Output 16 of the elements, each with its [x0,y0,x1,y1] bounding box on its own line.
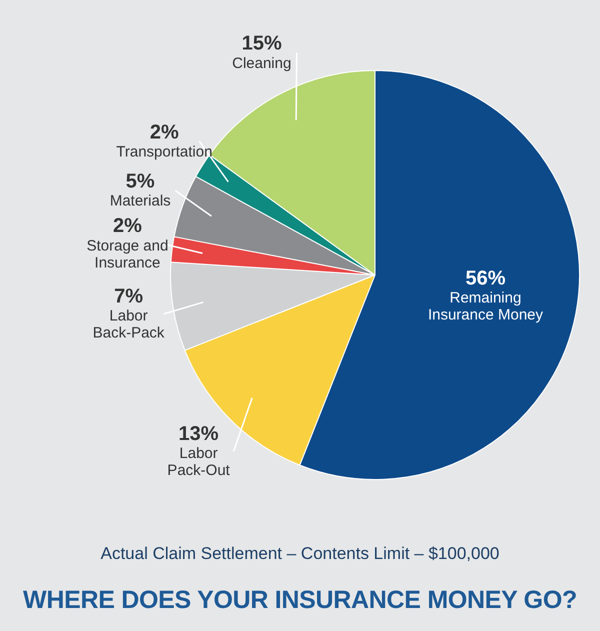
data-label: 7% [114,286,144,308]
text: Actual Claim Settlement – Contents Limit – $100,000 [100,544,500,564]
slice-label: Labor Pack-Out [167,445,231,480]
data-label: 56% [465,268,506,290]
slice-label: Cleaning [232,54,292,72]
data-label: 13% [178,422,219,445]
slice-label: Labor Back-Pack [92,308,165,342]
slice-label: Materials [110,192,171,210]
slice-label: Transportation [116,143,212,160]
data-label: 15% [242,32,282,55]
slice-label: Storage and Insurance [86,237,168,272]
data-label: 5% [126,170,155,192]
slice-label: Remaining Insurance Money [428,290,544,324]
text: WHERE DOES YOUR INSURANCE MONEY GO? [22,586,578,615]
data-label: 2% [113,215,142,238]
data-label: 2% [150,121,180,144]
